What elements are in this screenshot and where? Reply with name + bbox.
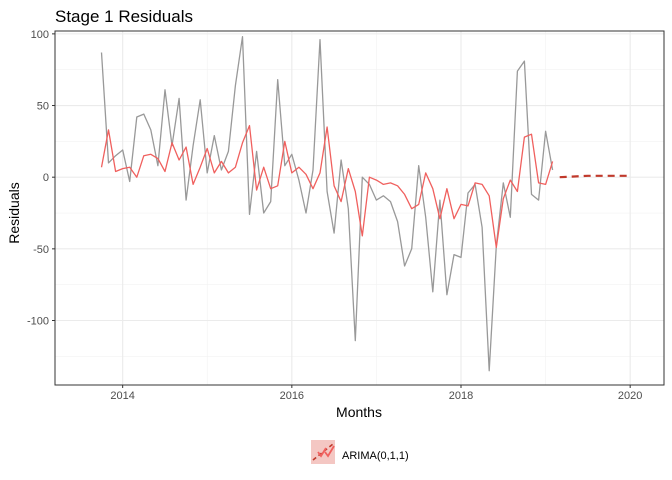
y-tick-label: 50 [37, 101, 49, 113]
x-tick-label: 2014 [110, 390, 134, 402]
y-tick-label: 0 [43, 172, 49, 184]
x-tick-label: 2018 [449, 390, 473, 402]
chart-title: Stage 1 Residuals [55, 7, 193, 26]
legend-key-check-icon [317, 445, 335, 458]
y-tick-label: -100 [27, 316, 49, 328]
series-layer [100, 36, 631, 372]
y-axis-ticks: -100 -50 0 50 100 [27, 29, 55, 328]
minor-gridlines [55, 31, 664, 385]
plot-background [55, 31, 664, 385]
observed-series-line [100, 36, 554, 372]
legend-key-line [312, 443, 334, 461]
x-axis-ticks: 2014 2016 2018 2020 [110, 385, 642, 402]
fitted-series-line [100, 124, 554, 249]
x-axis-title: Months [336, 404, 382, 420]
forecast-series-line [559, 174, 631, 179]
y-tick-label: 100 [31, 29, 49, 41]
legend-label: ARIMA(0,1,1) [342, 450, 409, 462]
plot-panel [54, 30, 665, 386]
x-tick-label: 2016 [280, 390, 304, 402]
y-tick-label: -50 [33, 244, 49, 256]
legend: ARIMA(0,1,1) [311, 440, 409, 464]
y-axis-title: Residuals [6, 182, 22, 243]
plot-border [54, 30, 665, 386]
x-tick-label: 2020 [618, 390, 642, 402]
